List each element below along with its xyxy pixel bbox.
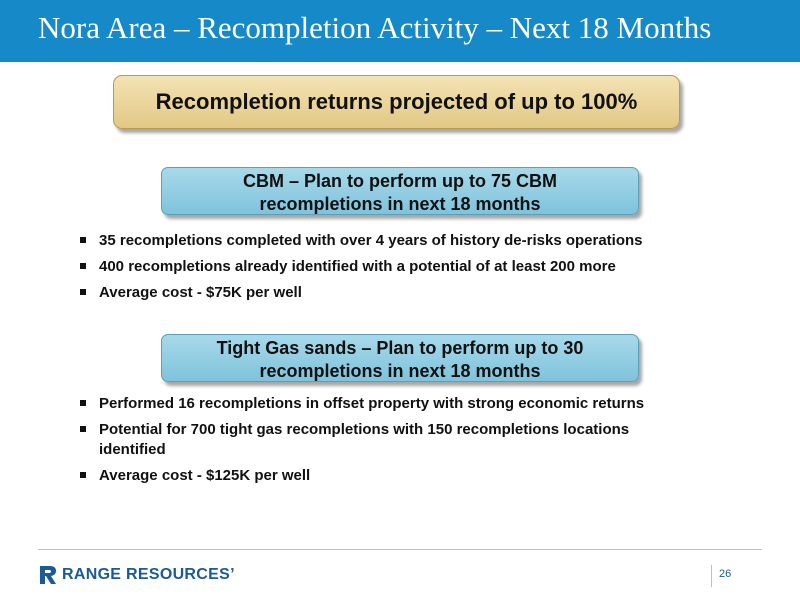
cbm-plan-box: CBM – Plan to perform up to 75 CBM recom… bbox=[161, 167, 639, 215]
square-bullet-icon bbox=[80, 289, 86, 295]
tight-gas-bullet-list: Performed 16 recompletions in offset pro… bbox=[80, 394, 690, 492]
list-item: 35 recompletions completed with over 4 y… bbox=[80, 231, 770, 251]
list-item: Average cost - $75K per well bbox=[80, 283, 770, 303]
square-bullet-icon bbox=[80, 472, 86, 478]
page-number: 26 bbox=[719, 568, 732, 580]
slide-title: Nora Area – Recompletion Activity – Next… bbox=[38, 10, 712, 45]
cbm-plan-line-1: CBM – Plan to perform up to 75 CBM bbox=[242, 171, 557, 191]
logo-text: RANGE RESOURCES’ bbox=[62, 566, 235, 583]
range-resources-logo: RANGE RESOURCES’ bbox=[38, 564, 235, 586]
square-bullet-icon bbox=[80, 400, 86, 406]
footer-divider bbox=[38, 549, 762, 550]
title-bar: Nora Area – Recompletion Activity – Next… bbox=[0, 0, 800, 62]
list-item: Average cost - $125K per well bbox=[80, 466, 690, 486]
list-item: Performed 16 recompletions in offset pro… bbox=[80, 394, 690, 414]
list-item: 400 recompletions already identified wit… bbox=[80, 257, 770, 277]
returns-callout: Recompletion returns projected of up to … bbox=[113, 75, 680, 129]
cbm-plan-line-2: recompletions in next 18 months bbox=[259, 194, 541, 214]
tight-gas-plan-line-2: recompletions in next 18 months bbox=[259, 361, 541, 381]
list-item: Potential for 700 tight gas recompletion… bbox=[80, 420, 690, 460]
square-bullet-icon bbox=[80, 263, 86, 269]
page-number-divider bbox=[711, 565, 712, 587]
tight-gas-plan-line-1: Tight Gas sands – Plan to perform up to … bbox=[216, 338, 584, 358]
square-bullet-icon bbox=[80, 237, 86, 243]
cbm-bullet-list: 35 recompletions completed with over 4 y… bbox=[80, 231, 770, 309]
square-bullet-icon bbox=[80, 426, 86, 432]
tight-gas-plan-box: Tight Gas sands – Plan to perform up to … bbox=[161, 334, 639, 382]
range-logo-icon bbox=[40, 566, 56, 584]
